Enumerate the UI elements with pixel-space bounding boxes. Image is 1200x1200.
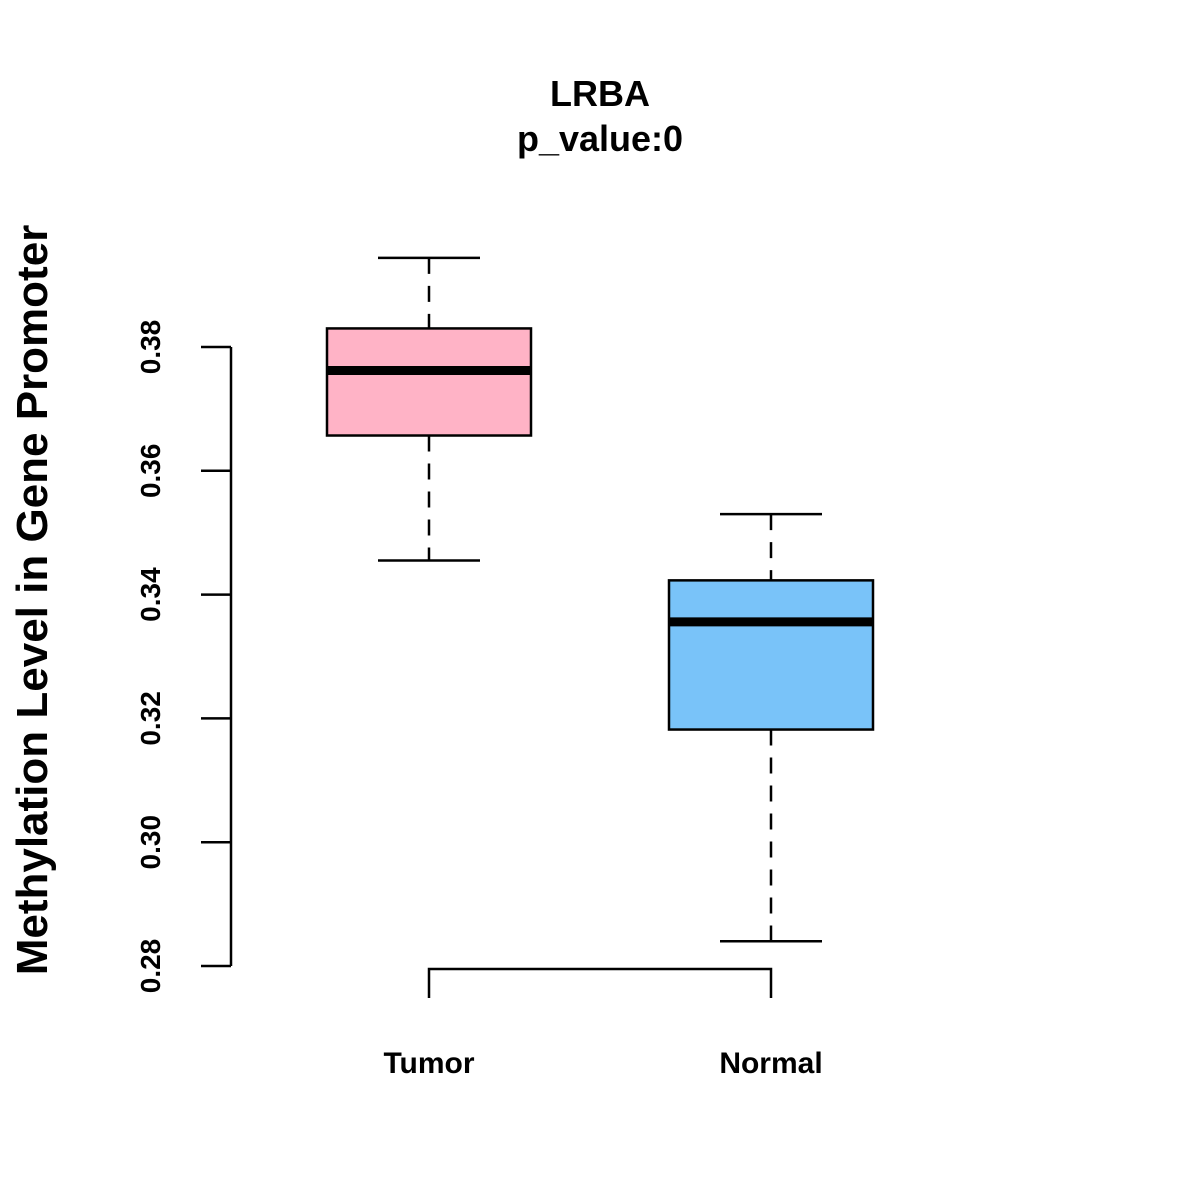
y-tick-label: 0.28: [135, 939, 166, 994]
boxes-group: [325, 256, 875, 943]
x-axis-labels: Tumor Normal: [383, 1047, 822, 1080]
y-tick-label: 0.38: [135, 320, 166, 375]
chart-title: LRBA: [550, 73, 650, 114]
x-category-label: Tumor: [383, 1047, 474, 1080]
significance-bracket: [427, 967, 773, 998]
y-axis: 0.28 0.30 0.32 0.34 0.36 0.38: [135, 320, 233, 994]
y-axis-label: Methylation Level in Gene Promoter: [8, 225, 57, 976]
y-tick-label: 0.30: [135, 815, 166, 870]
y-tick-label: 0.36: [135, 444, 166, 499]
bracket-line: [427, 967, 773, 998]
y-tick-label: 0.34: [135, 567, 166, 622]
box-tumor: [325, 256, 533, 562]
iqr-box: [325, 327, 533, 437]
chart-subtitle: p_value:0: [517, 118, 683, 159]
box-normal: [667, 512, 875, 943]
iqr-box: [667, 579, 875, 731]
y-tick-label: 0.32: [135, 691, 166, 746]
x-category-label: Normal: [719, 1047, 822, 1080]
